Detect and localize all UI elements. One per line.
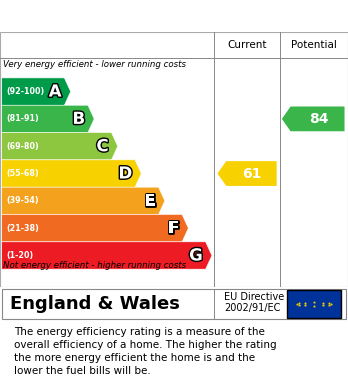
Text: B: B <box>72 110 85 128</box>
Text: (81-91): (81-91) <box>6 115 39 124</box>
Text: B: B <box>72 110 85 128</box>
Text: EU Directive
2002/91/EC: EU Directive 2002/91/EC <box>224 292 285 313</box>
Text: D: D <box>118 165 132 183</box>
Text: Potential: Potential <box>291 40 337 50</box>
Text: (1-20): (1-20) <box>6 251 33 260</box>
Text: G: G <box>189 246 203 264</box>
Text: F: F <box>168 219 179 237</box>
Text: D: D <box>118 165 132 183</box>
Bar <box>214 32 348 57</box>
Polygon shape <box>2 242 212 269</box>
Text: C: C <box>96 137 109 155</box>
Polygon shape <box>218 161 277 186</box>
Polygon shape <box>2 133 118 160</box>
Text: E: E <box>144 192 156 210</box>
Text: 84: 84 <box>309 112 328 126</box>
Text: 61: 61 <box>243 167 262 181</box>
Text: F: F <box>168 219 179 237</box>
Text: A: A <box>49 83 62 100</box>
Text: Current: Current <box>227 40 267 50</box>
Polygon shape <box>2 187 165 215</box>
Text: Energy Efficiency Rating: Energy Efficiency Rating <box>10 9 232 23</box>
Polygon shape <box>2 215 188 242</box>
Text: (39-54): (39-54) <box>6 196 39 205</box>
Polygon shape <box>2 78 71 105</box>
Text: C: C <box>96 137 109 155</box>
Text: (69-80): (69-80) <box>6 142 39 151</box>
Text: (55-68): (55-68) <box>6 169 39 178</box>
Text: Very energy efficient - lower running costs: Very energy efficient - lower running co… <box>3 60 187 69</box>
Text: The energy efficiency rating is a measure of the
overall efficiency of a home. T: The energy efficiency rating is a measur… <box>14 326 277 376</box>
Text: England & Wales: England & Wales <box>10 295 180 313</box>
Text: E: E <box>144 192 156 210</box>
Text: G: G <box>189 246 203 264</box>
Text: (21-38): (21-38) <box>6 224 39 233</box>
Polygon shape <box>282 106 345 131</box>
Text: (92-100): (92-100) <box>6 87 44 96</box>
FancyBboxPatch shape <box>287 291 341 317</box>
Polygon shape <box>2 160 141 187</box>
Text: A: A <box>49 83 62 100</box>
Polygon shape <box>2 105 94 133</box>
Text: Not energy efficient - higher running costs: Not energy efficient - higher running co… <box>3 262 187 271</box>
